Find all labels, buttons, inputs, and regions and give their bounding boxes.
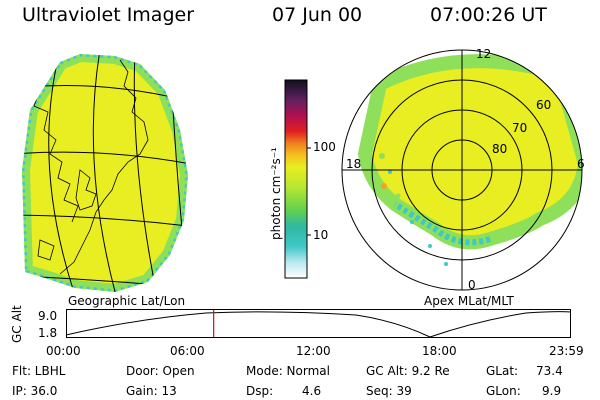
altitude-ytick-9: 9.0 xyxy=(38,309,58,323)
colorbar-tick-10: 10 xyxy=(313,228,329,242)
altitude-xtick-1800: 18:00 xyxy=(422,344,457,358)
info-glat-value: 73.4 xyxy=(536,364,563,378)
altitude-ylabel: GC Alt xyxy=(10,305,24,343)
altitude-xtick-1200: 12:00 xyxy=(296,344,331,358)
color-bar xyxy=(284,79,311,279)
info-gain: Gain: 13 xyxy=(126,384,177,398)
info-seq: Seq: 39 xyxy=(366,384,412,398)
altitude-ytick-1-8: 1.8 xyxy=(38,326,58,340)
mlt-label-12: 12 xyxy=(476,47,492,61)
colorbar-unit-label: photon cm⁻²s⁻¹ xyxy=(269,147,283,240)
polar-plot xyxy=(341,49,583,291)
geographic-image xyxy=(22,54,188,292)
altitude-plot xyxy=(65,309,572,338)
date-label: 07 Jun 00 xyxy=(272,4,363,26)
info-glat-label: GLat: xyxy=(486,364,519,378)
info-glon-value: 9.9 xyxy=(542,384,562,398)
mlt-label-6: 6 xyxy=(577,157,585,171)
info-ip: IP: 36.0 xyxy=(12,384,58,398)
info-door: Door: Open xyxy=(126,364,195,378)
lat-label-60: 60 xyxy=(536,98,552,112)
lat-label-80: 80 xyxy=(492,142,508,156)
altitude-xtick-0000: 00:00 xyxy=(46,344,81,358)
info-glon-label: GLon: xyxy=(486,384,521,398)
mlt-label-0: 0 xyxy=(468,278,476,292)
info-mode: Mode: Normal xyxy=(246,364,330,378)
info-dsp-label: Dsp: xyxy=(246,384,274,398)
colorbar-tick-100: 100 xyxy=(313,140,336,154)
time-label: 07:00:26 UT xyxy=(430,4,547,26)
instrument-title: Ultraviolet Imager xyxy=(22,4,195,26)
info-flt: Flt: LBHL xyxy=(12,364,66,378)
info-gc-alt: GC Alt: 9.2 Re xyxy=(366,364,450,378)
polar-caption: Apex MLat/MLT xyxy=(424,294,514,308)
altitude-xtick-0600: 06:00 xyxy=(170,344,205,358)
lat-label-70: 70 xyxy=(512,121,528,135)
info-dsp-value: 4.6 xyxy=(302,384,322,398)
altitude-xtick-2359: 23:59 xyxy=(549,344,584,358)
geographic-caption: Geographic Lat/Lon xyxy=(68,294,186,308)
mlt-label-18: 18 xyxy=(346,157,362,171)
